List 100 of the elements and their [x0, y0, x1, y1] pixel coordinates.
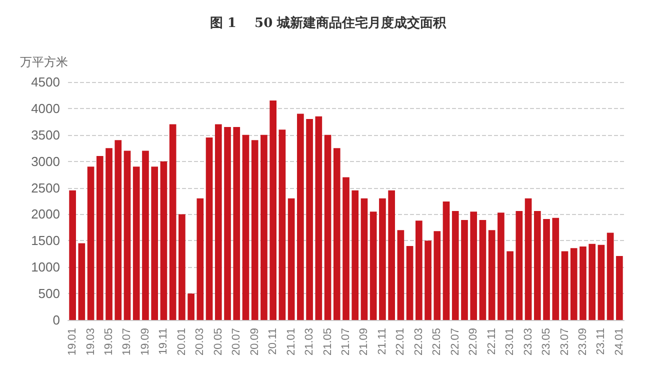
- x-tick-label: 22.11: [486, 328, 498, 355]
- x-tick-label: 21.07: [340, 328, 352, 356]
- x-tick-label: 22.01: [394, 328, 407, 356]
- y-tick-label: 0: [52, 312, 60, 328]
- x-tick-label: 19.07: [121, 328, 134, 356]
- x-tick-label: 21.03: [304, 328, 316, 356]
- bar: [242, 134, 250, 320]
- bar: [78, 243, 86, 320]
- bar: [452, 211, 459, 320]
- bar: [288, 198, 295, 320]
- chart-title: 图 1 50 城新建商品住宅月度成交面积: [210, 15, 448, 31]
- bar: [96, 156, 104, 320]
- bar: [132, 166, 140, 320]
- bar: [570, 248, 578, 320]
- bar: [342, 177, 350, 320]
- x-tick-label: 19.01: [66, 328, 79, 356]
- bar: [151, 166, 158, 320]
- y-tick-label: 2500: [31, 180, 60, 196]
- bar: [416, 220, 422, 320]
- bar: [606, 232, 614, 320]
- y-tick-label: 3000: [31, 154, 60, 169]
- bar: [297, 114, 304, 320]
- y-tick-label: 1000: [31, 260, 60, 275]
- x-tick-label: 23.01: [504, 328, 516, 356]
- bar: [406, 246, 414, 320]
- bar: [498, 212, 504, 320]
- y-tick-label: 4000: [31, 100, 60, 116]
- bar: [87, 166, 94, 320]
- bar: [260, 134, 268, 320]
- bar: [106, 148, 112, 320]
- bar: [196, 198, 204, 320]
- x-tick-label: 23.11: [595, 328, 608, 355]
- bar: [397, 230, 404, 320]
- bar: [543, 218, 550, 320]
- y-tick-label: 1500: [31, 233, 60, 248]
- bar: [69, 190, 76, 320]
- bar: [114, 140, 122, 320]
- bar: [178, 214, 186, 320]
- bar: [588, 244, 596, 320]
- bar: [461, 220, 468, 320]
- bar: [270, 100, 276, 320]
- x-tick-label: 21.01: [285, 328, 298, 356]
- x-tick-label: 23.09: [576, 328, 589, 356]
- x-tick-label: 19.03: [84, 328, 97, 356]
- y-axis-title: 万平方米: [20, 55, 68, 69]
- x-tick-label: 20.11: [267, 328, 280, 355]
- bar: [315, 116, 322, 320]
- x-tick-label: 24.01: [613, 328, 626, 356]
- x-tick-label: 22.09: [468, 328, 480, 356]
- bar: [516, 211, 523, 320]
- x-tick-label: 20.07: [230, 328, 243, 356]
- bar: [442, 202, 450, 320]
- x-tick-label: 20.03: [194, 328, 206, 356]
- x-tick-label: 23.07: [558, 328, 571, 356]
- y-tick-label: 500: [38, 286, 60, 302]
- x-tick-label: 22.03: [412, 328, 425, 356]
- bar: [434, 231, 441, 320]
- bar: [206, 138, 213, 320]
- bar: [124, 150, 131, 320]
- bar: [488, 230, 496, 320]
- bar: [142, 150, 149, 320]
- x-tick-label: 23.05: [540, 328, 553, 356]
- bar: [580, 246, 586, 320]
- bar: [598, 244, 605, 320]
- x-tick-label: 20.01: [176, 328, 188, 356]
- bar: [306, 119, 313, 320]
- bar: [534, 211, 541, 320]
- x-tick-label: 20.09: [248, 328, 261, 356]
- x-tick-label: 22.05: [431, 328, 444, 356]
- bar: [352, 190, 359, 320]
- bar: [561, 251, 568, 320]
- bar: [251, 140, 258, 320]
- bar: [506, 251, 514, 320]
- x-tick-label: 21.05: [322, 328, 334, 356]
- x-tick-label: 20.05: [212, 328, 224, 356]
- bar: [360, 198, 368, 320]
- bar: [188, 294, 194, 320]
- bar: [333, 148, 340, 320]
- bar: [616, 256, 623, 320]
- x-tick-label: 19.09: [139, 328, 152, 356]
- bar: [324, 134, 332, 320]
- bar: [470, 212, 478, 320]
- bar: [479, 220, 486, 320]
- x-tick-label: 21.09: [358, 328, 370, 356]
- y-tick-label: 2000: [31, 206, 60, 222]
- bar: [370, 212, 377, 320]
- bar: [379, 198, 386, 320]
- bar: [424, 240, 432, 320]
- bar: [278, 130, 286, 320]
- bar: [160, 161, 168, 320]
- bar: [233, 126, 240, 320]
- x-tick-label: 19.05: [103, 328, 116, 356]
- bar: [224, 126, 231, 320]
- x-tick-label: 19.11: [158, 328, 170, 355]
- bar: [214, 124, 222, 320]
- bar: [524, 198, 532, 320]
- x-tick-label: 21.11: [376, 328, 388, 355]
- bar: [552, 218, 560, 320]
- y-tick-label: 3500: [31, 127, 60, 142]
- bar: [169, 124, 176, 320]
